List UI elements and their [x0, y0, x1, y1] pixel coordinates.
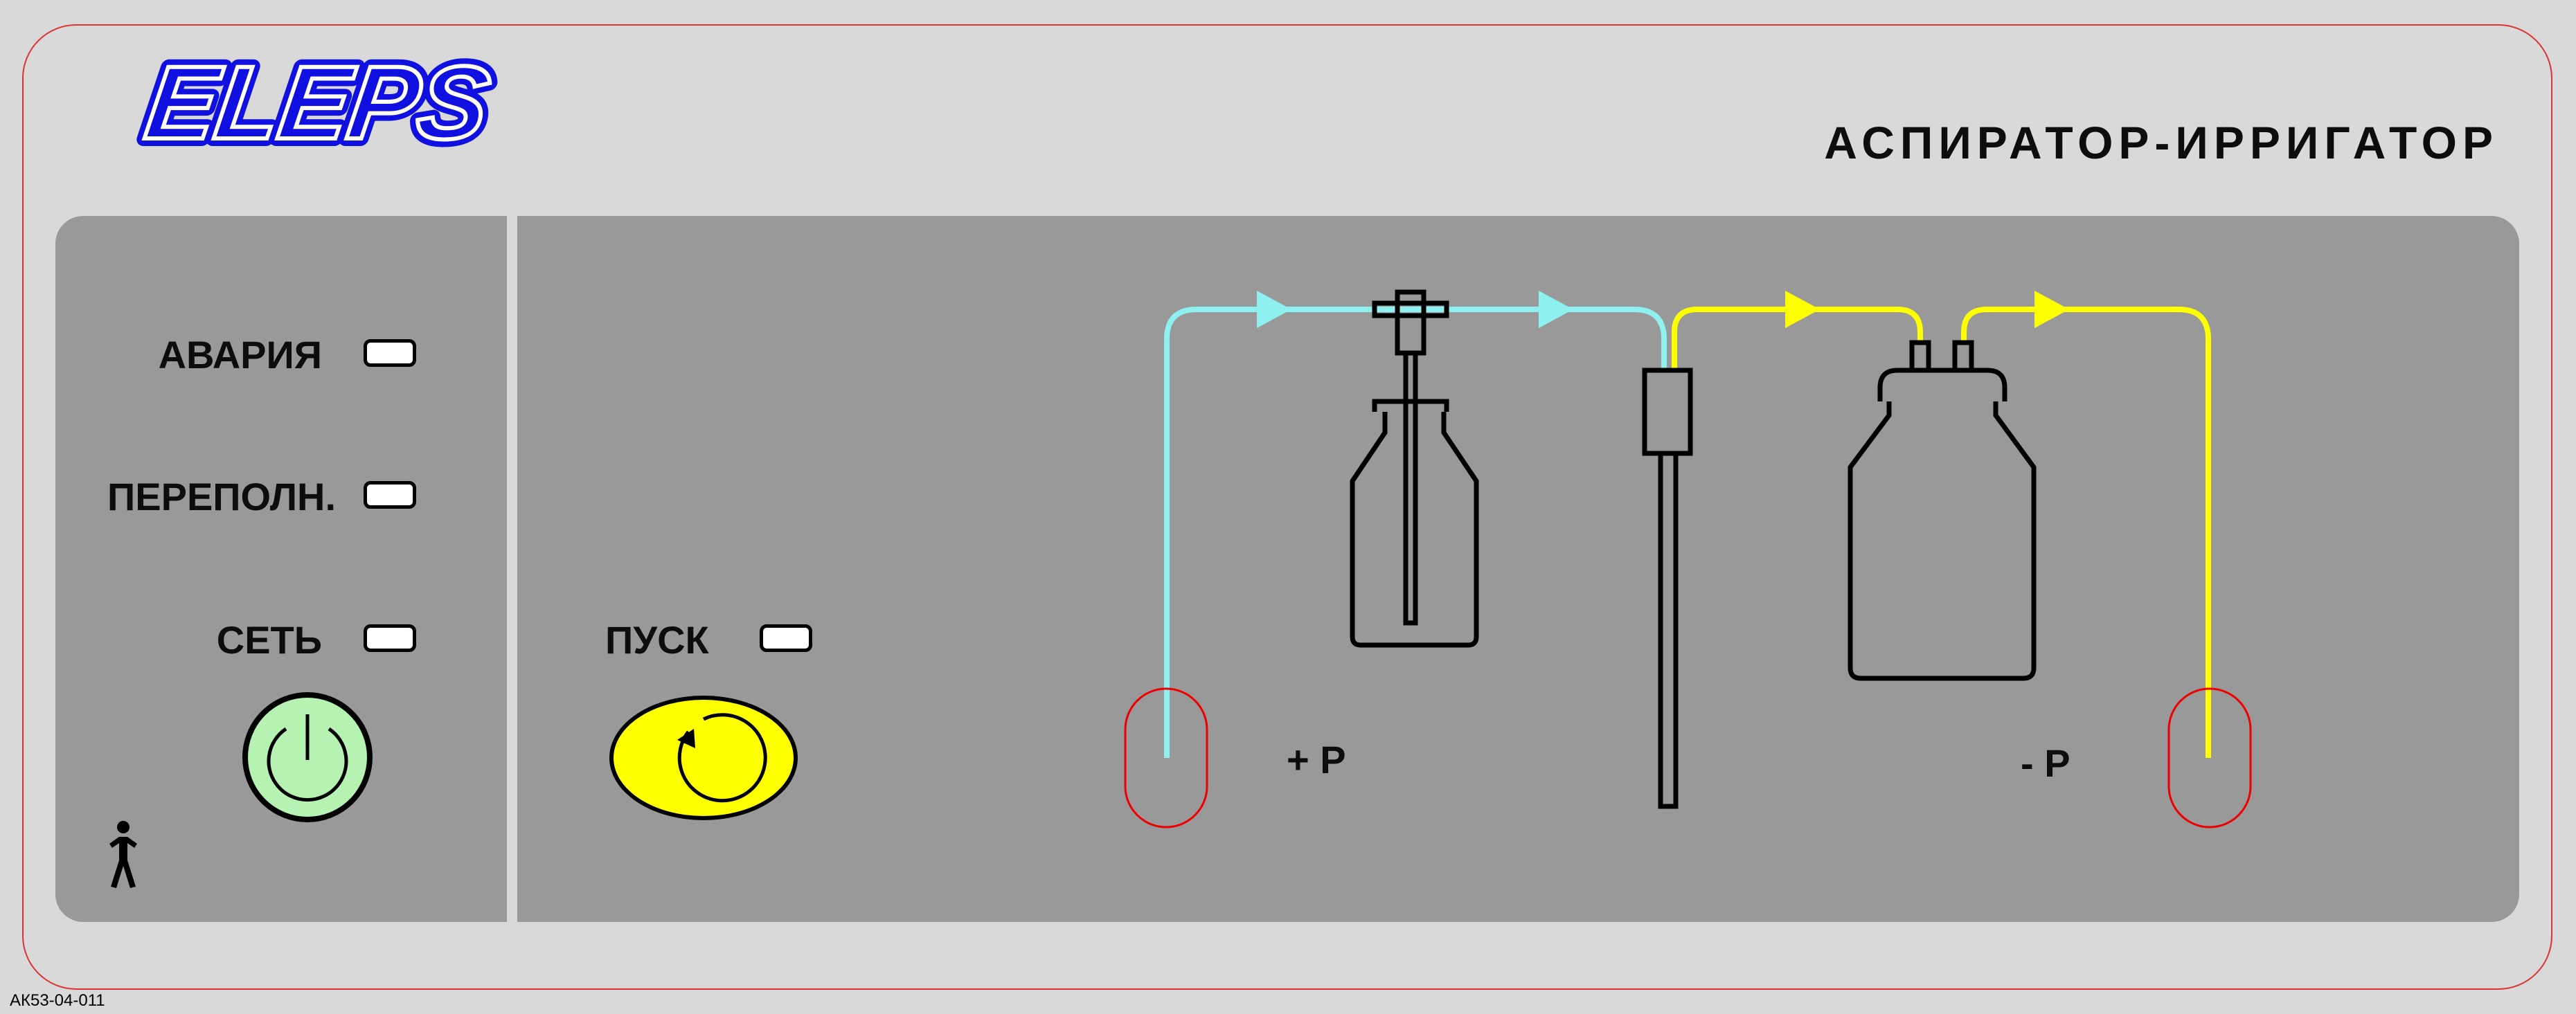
device-title: АСПИРАТОР-ИРРИГАТОР	[1824, 117, 2498, 168]
diagram-panel	[517, 216, 2519, 922]
collection-bottle	[1848, 340, 2037, 681]
aspiration-line-2	[1961, 307, 2211, 758]
irrigation-bottle	[1350, 289, 1479, 648]
irrigation-pressure-label: + P	[1287, 738, 1346, 781]
panel-outline	[22, 24, 2552, 990]
irrigation-arrow-1	[1257, 291, 1291, 328]
logo-fill: ELEPS	[139, 48, 496, 161]
mains-led	[364, 624, 416, 652]
aspiration-connector	[2167, 687, 2252, 829]
start-button[interactable]	[609, 696, 798, 820]
type-bf-person-icon	[109, 821, 137, 888]
aspiration-arrow-2	[2034, 291, 2069, 328]
start-label: ПУСК	[605, 618, 709, 662]
rotate-icon	[677, 713, 767, 803]
part-code: АК53-04-011	[10, 991, 105, 1010]
eleps-logo: ELEPS ELEPS	[132, 48, 503, 168]
alarm-led	[364, 339, 416, 367]
overflow-led	[364, 481, 416, 509]
aspiration-pressure-label: - P	[2021, 741, 2070, 785]
logo-outline: ELEPS	[139, 48, 496, 161]
power-icon	[267, 714, 348, 802]
mains-label: СЕТЬ	[216, 618, 322, 662]
alarm-label: АВАРИЯ	[158, 333, 322, 377]
start-led	[760, 624, 812, 652]
irrigation-arrow-2	[1539, 291, 1573, 328]
overflow-label: ПЕРЕПОЛН.	[107, 475, 336, 518]
irrigation-line	[1164, 307, 1667, 758]
handpiece	[1642, 368, 1693, 809]
power-button[interactable]	[242, 692, 373, 822]
aspiration-arrow-1	[1785, 291, 1820, 328]
irrigation-connector	[1124, 687, 1208, 829]
